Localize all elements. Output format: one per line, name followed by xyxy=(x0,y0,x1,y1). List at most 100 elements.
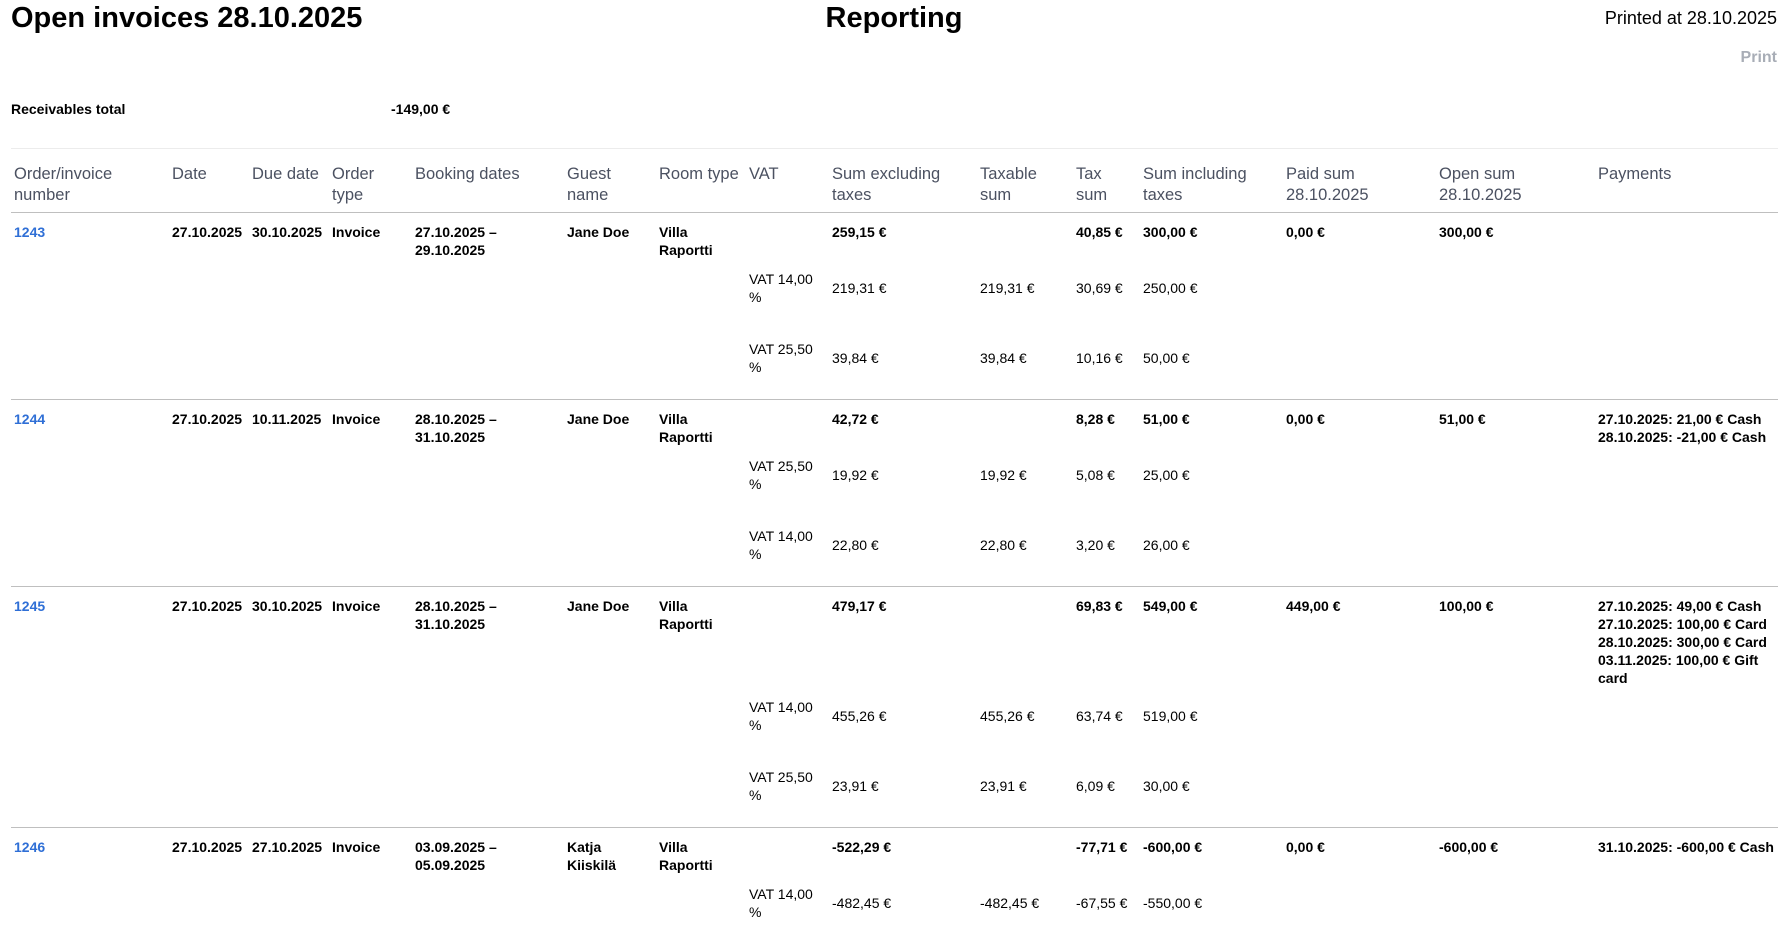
printed-date: Printed at 28.10.2025 xyxy=(1604,8,1777,28)
invoice-date: 27.10.2025 xyxy=(172,411,243,427)
invoice-sum-incl: -600,00 € xyxy=(1143,839,1203,855)
column-header-payments: Payments xyxy=(1595,158,1778,213)
invoice-sum-excl: 479,17 € xyxy=(832,598,887,614)
table-header-row: Order/invoice number Date Due date Order… xyxy=(11,158,1778,213)
invoice-guest-name: Jane Doe xyxy=(567,224,630,240)
payment-entry: 03.11.2025: 100,00 € Gift card xyxy=(1598,652,1759,686)
invoice-room-type: Villa Raportti xyxy=(659,224,713,258)
vat-rate: VAT 14,00 % xyxy=(749,886,813,920)
vat-tax-sum: 30,69 € xyxy=(1076,280,1123,296)
vat-taxable-sum: -482,45 € xyxy=(980,895,1040,911)
invoice-row: 1245 27.10.2025 30.10.2025 Invoice 28.10… xyxy=(11,587,1778,694)
vat-row: VAT 25,50 % 19,92 € 19,92 € 5,08 € 25,00… xyxy=(11,452,1778,522)
invoice-number-link[interactable]: 1246 xyxy=(14,839,46,855)
vat-sum-incl: 26,00 € xyxy=(1140,522,1283,587)
summary-divider xyxy=(11,148,1778,149)
invoice-taxable-sum xyxy=(977,400,1073,453)
invoice-sum-incl: 51,00 € xyxy=(1143,411,1190,427)
vat-tax-sum: -67,55 € xyxy=(1076,895,1128,911)
invoice-row: 1243 27.10.2025 30.10.2025 Invoice 27.10… xyxy=(11,213,1778,266)
invoice-tax-sum: 40,85 € xyxy=(1076,224,1123,240)
invoice-sum-excl: -522,29 € xyxy=(832,839,892,855)
vat-tax-sum: 3,20 € xyxy=(1073,522,1140,587)
column-header-booking-dates: Booking dates xyxy=(412,158,564,213)
invoice-payments xyxy=(1595,213,1778,266)
vat-taxable-sum: 39,84 € xyxy=(977,335,1073,400)
vat-rate: VAT 14,00 % xyxy=(749,699,813,733)
invoice-room-type: Villa Raportti xyxy=(659,411,713,445)
invoice-vat xyxy=(746,213,829,266)
print-button[interactable]: Print xyxy=(1740,49,1777,66)
vat-row: VAT 25,50 % 39,84 € 39,84 € 10,16 € 50,0… xyxy=(11,335,1778,400)
vat-taxable-sum: 455,26 € xyxy=(980,708,1035,724)
vat-row: VAT 14,00 % -482,45 € -482,45 € -67,55 €… xyxy=(11,880,1778,950)
vat-tax-sum: 5,08 € xyxy=(1076,467,1115,483)
receivables-total-label: Receivables total xyxy=(11,101,126,117)
vat-sum-incl: 25,00 € xyxy=(1143,467,1190,483)
column-header-taxable-sum: Taxable sum xyxy=(977,158,1073,213)
invoice-number-link[interactable]: 1243 xyxy=(14,224,46,240)
invoice-paid-sum: 0,00 € xyxy=(1286,224,1325,240)
invoice-guest-name: Katja Kiiskilä xyxy=(567,839,617,873)
invoice-paid-sum: 0,00 € xyxy=(1286,411,1325,427)
invoice-sum-incl: 549,00 € xyxy=(1143,598,1198,614)
payment-entry: 31.10.2025: -600,00 € Cash xyxy=(1598,839,1774,855)
vat-rate: VAT 25,50 % xyxy=(746,763,829,828)
open-invoices-table: Order/invoice number Date Due date Order… xyxy=(11,158,1778,950)
vat-taxable-sum: 22,80 € xyxy=(977,522,1073,587)
invoice-taxable-sum xyxy=(977,587,1073,694)
column-header-sum-incl: Sum including taxes xyxy=(1140,158,1283,213)
column-header-number: Order/invoice number xyxy=(11,158,169,213)
invoice-tax-sum: -77,71 € xyxy=(1076,839,1128,855)
column-header-vat: VAT xyxy=(746,158,829,213)
invoice-sum-excl: 259,15 € xyxy=(832,224,887,240)
invoice-open-sum: 51,00 € xyxy=(1439,411,1486,427)
column-header-date: Date xyxy=(169,158,249,213)
invoice-payments: 27.10.2025: 49,00 € Cash 27.10.2025: 100… xyxy=(1595,587,1778,694)
vat-rate: VAT 14,00 % xyxy=(746,522,829,587)
vat-sum-excl: 22,80 € xyxy=(829,522,977,587)
invoice-open-sum: 300,00 € xyxy=(1439,224,1494,240)
vat-rate: VAT 14,00 % xyxy=(749,271,813,305)
vat-sum-incl: 50,00 € xyxy=(1140,335,1283,400)
vat-sum-excl: 219,31 € xyxy=(832,280,887,296)
vat-taxable-sum: 219,31 € xyxy=(980,280,1035,296)
column-header-due-date: Due date xyxy=(249,158,329,213)
invoice-tax-sum: 69,83 € xyxy=(1076,598,1123,614)
vat-tax-sum: 6,09 € xyxy=(1073,763,1140,828)
invoice-booking-dates: 28.10.2025 – 31.10.2025 xyxy=(415,411,497,445)
payment-entry: 27.10.2025: 49,00 € Cash xyxy=(1598,598,1762,614)
receivables-total-value: -149,00 € xyxy=(391,101,451,117)
column-header-open-sum: Open sum 28.10.2025 xyxy=(1436,158,1595,213)
column-header-order-type: Order type xyxy=(329,158,412,213)
vat-sum-excl: 455,26 € xyxy=(832,708,887,724)
invoice-room-type: Villa Raportti xyxy=(659,598,713,632)
vat-sum-incl: 250,00 € xyxy=(1143,280,1198,296)
payment-entry: 28.10.2025: 300,00 € Card xyxy=(1598,634,1767,650)
column-header-room-type: Room type xyxy=(656,158,746,213)
payment-entry: 27.10.2025: 100,00 € Card xyxy=(1598,616,1767,632)
invoice-number-link[interactable]: 1245 xyxy=(14,598,46,614)
payment-entry: 28.10.2025: -21,00 € Cash xyxy=(1598,429,1767,445)
vat-rate: VAT 25,50 % xyxy=(749,458,813,492)
invoice-due-date: 30.10.2025 xyxy=(252,224,323,240)
vat-taxable-sum: 23,91 € xyxy=(977,763,1073,828)
invoice-tax-sum: 8,28 € xyxy=(1076,411,1115,427)
invoice-row: 1244 27.10.2025 10.11.2025 Invoice 28.10… xyxy=(11,400,1778,453)
column-header-sum-excl: Sum excluding taxes xyxy=(829,158,977,213)
vat-tax-sum: 10,16 € xyxy=(1073,335,1140,400)
invoice-sum-excl: 42,72 € xyxy=(832,411,879,427)
vat-row: VAT 25,50 % 23,91 € 23,91 € 6,09 € 30,00… xyxy=(11,763,1778,828)
vat-row: VAT 14,00 % 22,80 € 22,80 € 3,20 € 26,00… xyxy=(11,522,1778,587)
invoice-number-link[interactable]: 1244 xyxy=(14,411,46,427)
invoice-vat xyxy=(746,587,829,694)
page-title: Open invoices 28.10.2025 xyxy=(11,2,363,34)
invoice-paid-sum: 449,00 € xyxy=(1286,598,1341,614)
vat-sum-excl: 39,84 € xyxy=(829,335,977,400)
invoice-open-sum: -600,00 € xyxy=(1439,839,1499,855)
payment-entry: 27.10.2025: 21,00 € Cash xyxy=(1598,411,1762,427)
invoice-taxable-sum xyxy=(977,828,1073,881)
invoice-booking-dates: 28.10.2025 – 31.10.2025 xyxy=(415,598,497,632)
column-header-tax-sum: Tax sum xyxy=(1073,158,1140,213)
invoice-sum-incl: 300,00 € xyxy=(1143,224,1198,240)
